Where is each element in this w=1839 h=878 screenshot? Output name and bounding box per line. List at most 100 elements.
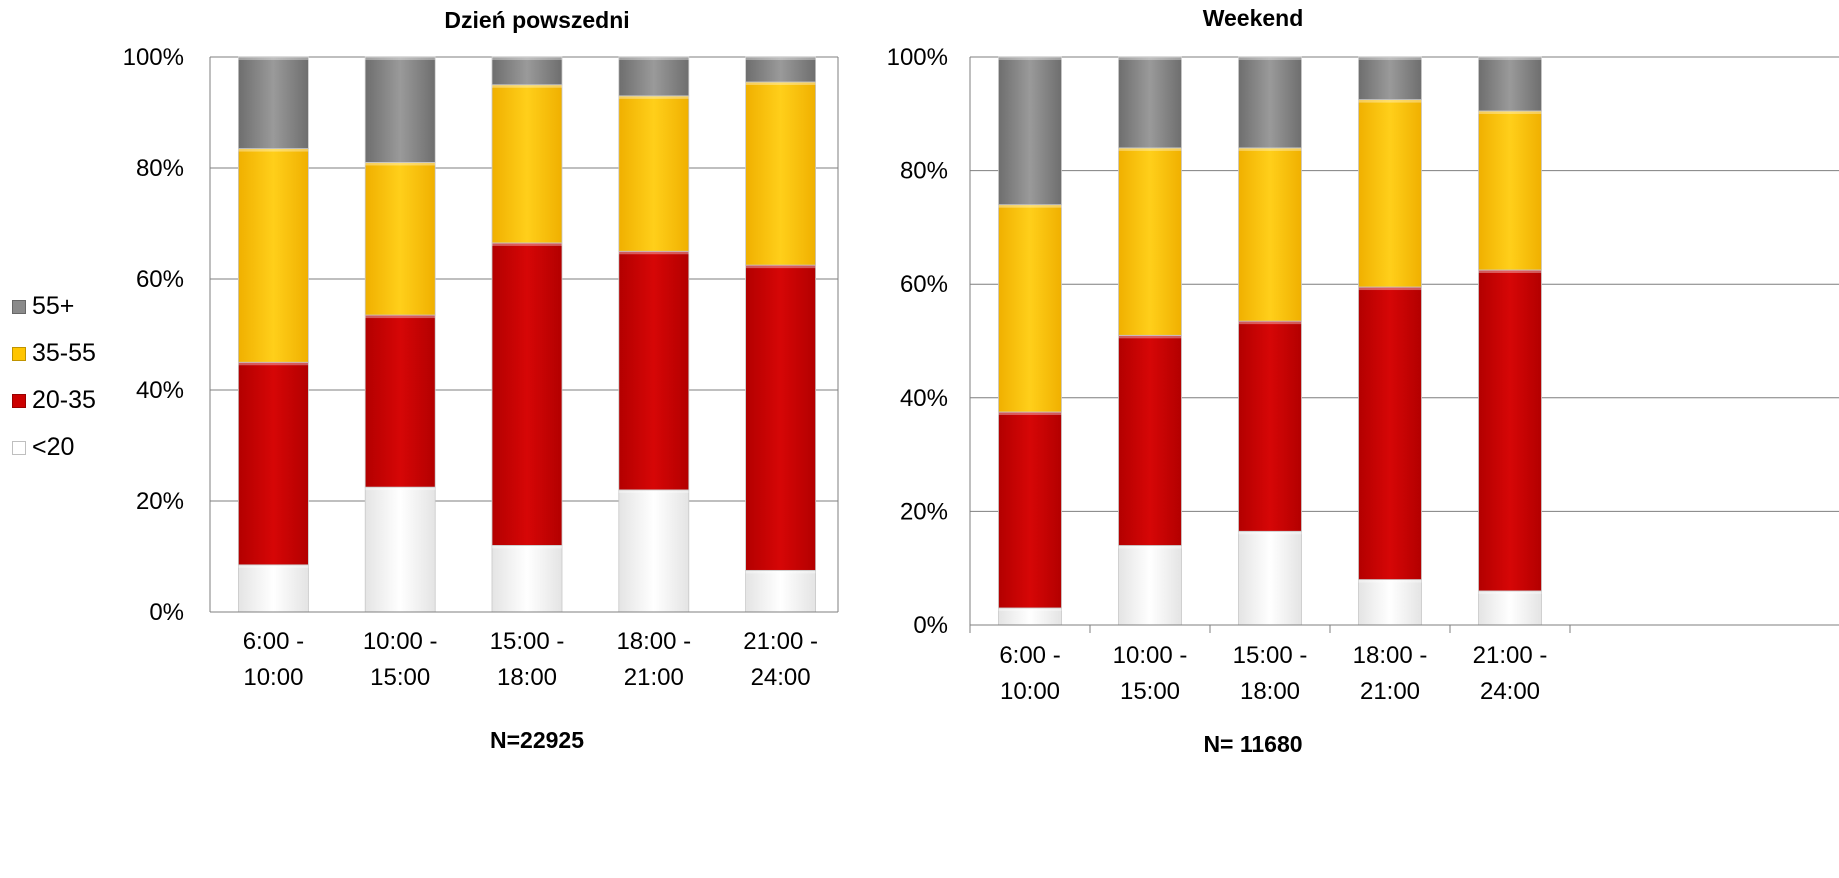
y-tick-label: 40% [900, 385, 948, 412]
bar-segment-55plus [745, 56, 816, 83]
bar-segment-55plus [1238, 56, 1302, 149]
chart-title: Dzień powszedni [444, 7, 629, 33]
x-tick-label: 21:00 - [743, 628, 818, 655]
bar-segment-highlight [1358, 57, 1422, 60]
bar-segment-highlight [998, 607, 1062, 611]
bar-segment-highlight [1478, 110, 1542, 114]
bar-segment-highlight [492, 84, 562, 88]
bar-segment-under20 [364, 486, 436, 613]
bar-segment-35-55 [1238, 147, 1302, 322]
y-tick-label: 40% [136, 377, 184, 404]
x-tick-label: 6:00 - [243, 628, 304, 655]
bar-segment-35-55 [745, 81, 816, 266]
bar-segment-35-55 [618, 95, 690, 252]
bar-segment-55plus [364, 56, 436, 163]
bar-segment-under20 [491, 545, 563, 613]
bar-segment-under20 [618, 489, 690, 613]
bar-segment-35-55 [364, 162, 436, 316]
legend-item-under20: <20 [12, 424, 96, 471]
sample-size-note: N= 11680 [1203, 731, 1302, 757]
bar-segment-highlight [1118, 335, 1182, 339]
bar-segment-highlight [998, 204, 1062, 208]
bar-segment-highlight [1358, 287, 1422, 291]
bar-segment-55plus [237, 56, 309, 149]
bar-segment-20-35 [998, 411, 1062, 609]
bar-segment-highlight [998, 412, 1062, 415]
x-tick-label: 18:00 [497, 664, 557, 691]
bar-segment-highlight [1478, 270, 1542, 273]
y-tick-label: 60% [900, 271, 948, 298]
bar-segment-highlight [1358, 99, 1422, 103]
bar-segment-20-35 [237, 361, 309, 566]
legend-swatch-under20 [12, 440, 26, 455]
legend-label: <20 [32, 433, 75, 461]
bar-segment-20-35 [491, 242, 563, 546]
bar-segment-20-35 [364, 314, 436, 488]
legend-swatch-55plus [12, 299, 26, 314]
y-tick-label: 0% [149, 599, 184, 626]
bar-segment-highlight [238, 57, 309, 60]
bar-segment-55plus [1118, 56, 1182, 149]
bar-segment-20-35 [745, 264, 816, 571]
x-tick-label: 6:00 - [999, 642, 1060, 669]
bar-segment-55plus [1358, 56, 1422, 100]
legend-item-55plus: 55+ [12, 283, 96, 330]
legend-item-35-55: 35-55 [12, 330, 96, 377]
bar-segment-highlight [1238, 57, 1302, 60]
bar-segment-20-35 [1238, 320, 1302, 532]
bar-segment-highlight [1118, 545, 1182, 549]
bar-segment-highlight [365, 57, 436, 60]
x-tick-label: 15:00 - [1233, 642, 1308, 669]
bar-segment-highlight [618, 57, 689, 60]
bar-segment-20-35 [1478, 269, 1542, 592]
bar-segment-highlight [1238, 531, 1302, 535]
bar-segment-under20 [1478, 590, 1542, 626]
x-tick-label: 24:00 [751, 664, 811, 691]
bar-segment-under20 [1118, 545, 1182, 626]
x-tick-label: 21:00 - [1473, 642, 1548, 669]
bar-segment-highlight [745, 57, 816, 60]
y-tick-label: 20% [900, 498, 948, 525]
bar-segment-highlight [365, 487, 436, 491]
legend-item-20-35: 20-35 [12, 377, 96, 424]
bar-segment-highlight [238, 564, 309, 568]
x-tick-label: 24:00 [1480, 678, 1540, 705]
x-tick-label: 18:00 - [1353, 642, 1428, 669]
y-tick-label: 60% [136, 266, 184, 293]
bar-segment-20-35 [1118, 334, 1182, 546]
x-tick-label: 21:00 [624, 664, 684, 691]
x-tick-label: 10:00 [1000, 678, 1060, 705]
bar-segment-under20 [745, 569, 816, 613]
bar-segment-55plus [491, 56, 563, 86]
bar-segment-highlight [492, 545, 562, 549]
bar-segment-20-35 [618, 250, 690, 491]
bar-segment-highlight [745, 570, 816, 574]
bar-segment-35-55 [491, 84, 563, 244]
x-tick-label: 10:00 - [363, 628, 438, 655]
bar-segment-highlight [1238, 321, 1302, 325]
x-tick-label: 15:00 - [490, 628, 565, 655]
bar-segment-35-55 [1358, 99, 1422, 288]
bar-segment-highlight [745, 81, 816, 85]
chart-legend: 55+ 35-55 20-35 <20 [12, 283, 96, 471]
x-tick-label: 15:00 [370, 664, 430, 691]
x-tick-label: 18:00 - [616, 628, 691, 655]
bar-segment-55plus [998, 56, 1062, 206]
y-tick-label: 80% [900, 158, 948, 185]
bar-segment-55plus [618, 56, 690, 97]
bar-segment-highlight [492, 57, 562, 60]
bar-segment-highlight [238, 362, 309, 366]
weekend-chart: Weekend 0% 20% 40% 60% 80% 100% 6:00 - 10:00 10:0… [887, 5, 1839, 757]
bar-segment-highlight [365, 162, 436, 166]
bar-segment-highlight [1478, 57, 1542, 60]
x-tick-label: 21:00 [1360, 678, 1420, 705]
bar-segment-highlight [238, 148, 309, 152]
sample-size-note: N=22925 [490, 727, 584, 753]
y-tick-label: 80% [136, 155, 184, 182]
y-tick-label: 0% [913, 612, 948, 639]
bar-segment-35-55 [1478, 110, 1542, 271]
x-tick-label: 10:00 - [1113, 642, 1188, 669]
weekday-chart: Dzień powszedni 0% 20% 40% 60% 80% 100% 6:00 - 1… [123, 7, 839, 753]
bar-segment-35-55 [1118, 147, 1182, 336]
